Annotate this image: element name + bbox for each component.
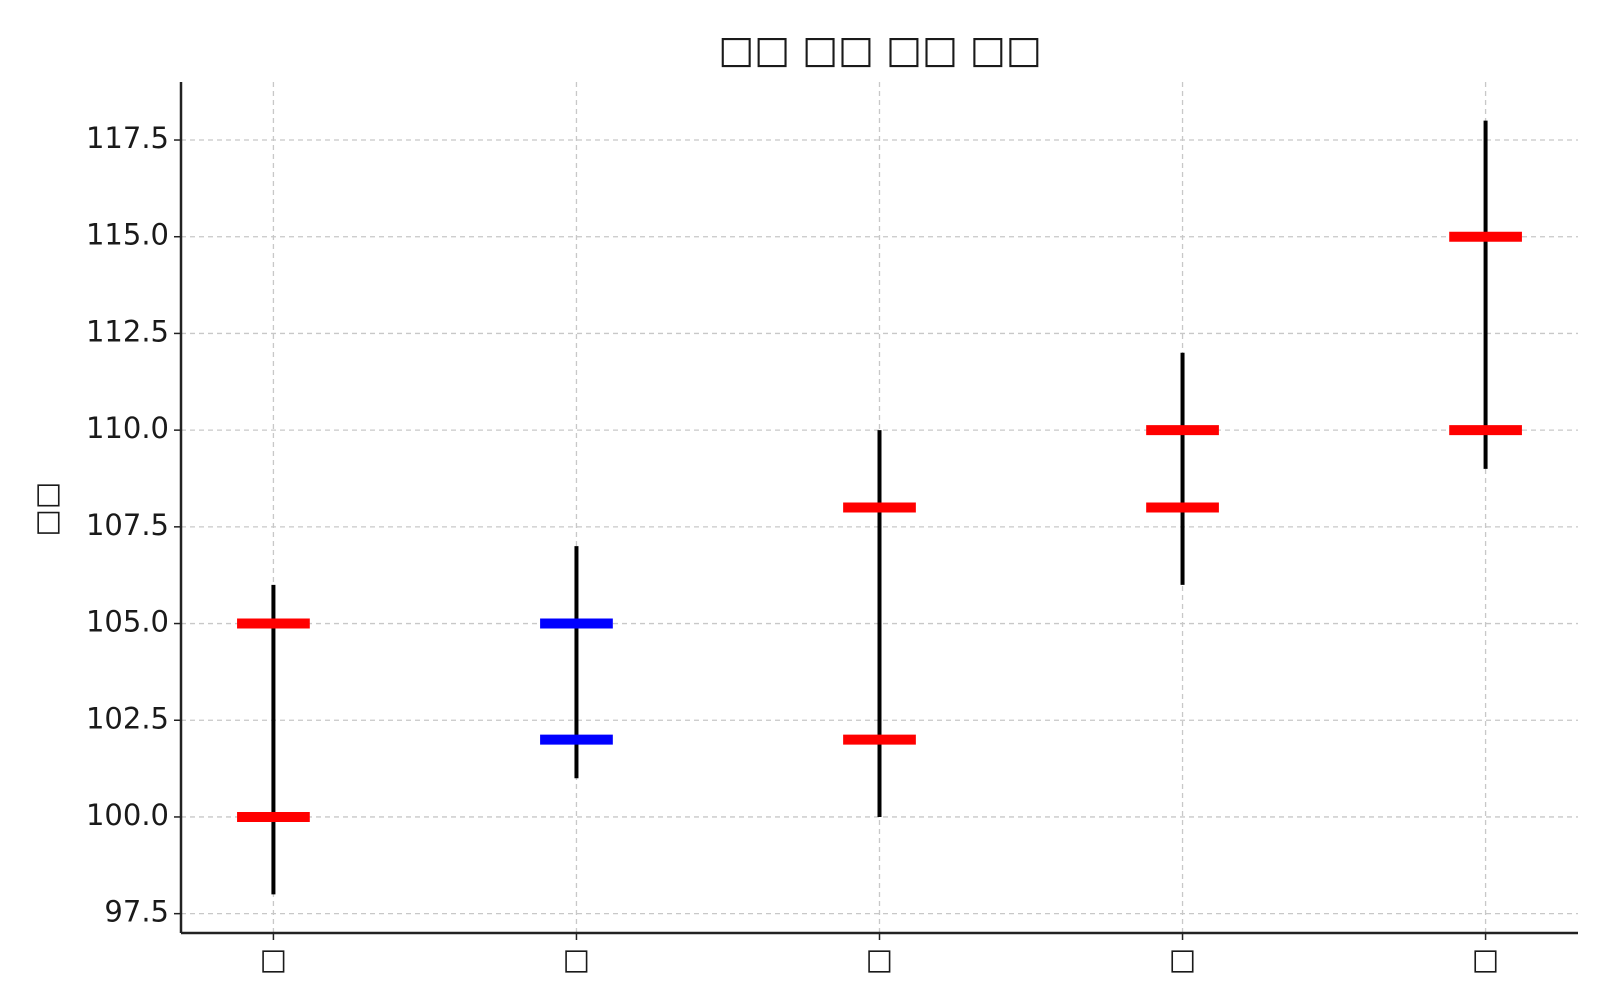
chart-title: □□ □□ □□ □□ [718, 28, 1041, 72]
x-tick-label: □ [563, 942, 590, 976]
y-tick-label: 102.5 [86, 701, 169, 735]
y-tick-label: 117.5 [86, 121, 169, 155]
x-tick-label: □ [866, 942, 893, 976]
x-tick-label: □ [1472, 942, 1499, 976]
y-tick-label: 112.5 [86, 314, 169, 348]
x-tick-label: □ [1169, 942, 1196, 976]
y-tick-label: 115.0 [86, 218, 169, 252]
y-tick-label: 105.0 [86, 605, 169, 639]
y-tick-label: 97.5 [104, 895, 169, 929]
x-tick-label: □ [260, 942, 287, 976]
y-tick-label: 107.5 [86, 508, 169, 542]
y-tick-label: 110.0 [86, 411, 169, 445]
y-axis-label: □□ [29, 482, 63, 537]
y-tick-label: 100.0 [86, 798, 169, 832]
